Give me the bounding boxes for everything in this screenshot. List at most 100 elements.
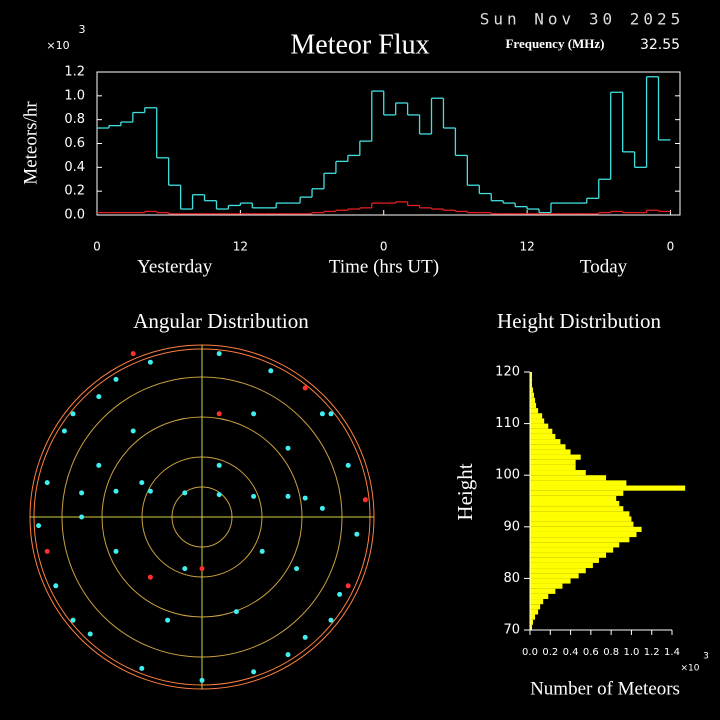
multiplier-exponent: 3 bbox=[79, 23, 86, 36]
histogram-bar bbox=[530, 557, 599, 563]
histogram-bar bbox=[530, 387, 534, 393]
meteor-point bbox=[70, 617, 76, 623]
meteor-point bbox=[216, 492, 222, 498]
y-axis-label: Meteors/hr bbox=[20, 101, 41, 185]
histogram-bar bbox=[530, 428, 553, 434]
meteor-point bbox=[285, 493, 291, 499]
histogram-bar bbox=[530, 593, 549, 600]
y-tick-label: 90 bbox=[503, 519, 520, 534]
meteor-point bbox=[268, 368, 274, 374]
histogram-bar bbox=[530, 418, 545, 424]
meteor-point bbox=[216, 411, 222, 417]
y-tick-label: 1.2 bbox=[64, 65, 85, 80]
histogram-bar bbox=[530, 583, 563, 589]
histogram-bar bbox=[530, 526, 642, 532]
histogram-bar bbox=[530, 408, 539, 414]
day-label: Today bbox=[580, 256, 628, 277]
histogram-bar bbox=[530, 521, 634, 527]
histogram-bar bbox=[530, 433, 556, 440]
meteor-point bbox=[259, 548, 265, 554]
histogram-bar bbox=[530, 449, 571, 455]
meteor-point bbox=[165, 617, 171, 623]
y-tick-label: 70 bbox=[503, 623, 520, 638]
meteor-point bbox=[362, 497, 368, 503]
histogram-bar bbox=[530, 397, 536, 403]
multiplier: ×10 bbox=[681, 664, 700, 674]
meteor-point bbox=[182, 490, 188, 496]
histogram-bar bbox=[530, 423, 549, 429]
meteor-point bbox=[319, 505, 325, 511]
x-tick-label: 0 bbox=[667, 240, 675, 254]
histogram-bar bbox=[530, 392, 535, 398]
polar-frame bbox=[29, 344, 375, 690]
histogram-bar bbox=[530, 413, 543, 419]
x-tick-label: 1.4 bbox=[664, 647, 680, 658]
x-tick-label: 0.4 bbox=[563, 647, 579, 658]
histogram-bar bbox=[530, 480, 627, 486]
meteor-point bbox=[302, 495, 308, 501]
histogram-bar bbox=[530, 501, 620, 507]
histogram-bar bbox=[530, 475, 607, 481]
date: Sun Nov 30 2025 bbox=[480, 10, 685, 29]
histogram-bar bbox=[530, 382, 533, 388]
meteor-point bbox=[354, 531, 360, 537]
meteor-point bbox=[130, 428, 136, 434]
histogram-bar bbox=[530, 552, 607, 558]
histogram-bar bbox=[530, 490, 624, 496]
histogram-bar bbox=[530, 459, 576, 465]
meteor-point bbox=[285, 652, 291, 658]
y-tick-label: 110 bbox=[495, 416, 520, 431]
meteor-point bbox=[79, 490, 85, 496]
meteor-point bbox=[182, 566, 188, 572]
histogram-bar bbox=[530, 609, 539, 615]
meteor-point bbox=[294, 566, 300, 572]
histogram-bar bbox=[530, 599, 544, 605]
histogram-bar bbox=[530, 444, 566, 450]
histogram-bar bbox=[530, 542, 620, 548]
histogram-bar bbox=[530, 537, 630, 543]
multiplier: ×10 bbox=[46, 39, 69, 52]
meteor-point bbox=[199, 677, 205, 683]
x-tick-label: 0.2 bbox=[542, 647, 558, 658]
chart-title: Meteor Flux bbox=[290, 29, 429, 60]
x-tick-label: 0 bbox=[380, 240, 388, 254]
x-axis-label: Number of Meteors bbox=[530, 678, 680, 699]
meteor-point bbox=[113, 488, 119, 494]
meteor-point bbox=[130, 351, 136, 357]
day-label: Yesterday bbox=[137, 256, 213, 277]
meteor-point bbox=[251, 493, 257, 499]
meteor-point bbox=[216, 462, 222, 468]
meteor-point bbox=[199, 566, 205, 572]
meteor-point bbox=[345, 583, 351, 589]
meteor-point bbox=[53, 583, 59, 589]
meteor-point bbox=[216, 351, 222, 357]
frequency: 32.55 bbox=[640, 37, 680, 53]
meteor-point bbox=[113, 376, 119, 382]
x-tick-label: 0.6 bbox=[583, 647, 599, 658]
plot-frame bbox=[96, 71, 681, 216]
step-riser bbox=[108, 76, 660, 213]
histogram-bar bbox=[530, 372, 533, 378]
y-tick-label: 1.0 bbox=[64, 88, 85, 103]
y-tick-label: 0.6 bbox=[64, 136, 85, 151]
histogram-bar bbox=[530, 619, 534, 625]
x-tick-label: 12 bbox=[519, 240, 534, 254]
histogram-bar bbox=[530, 588, 556, 594]
y-tick-label: 100 bbox=[495, 468, 520, 483]
x-tick-label: 1.0 bbox=[623, 647, 639, 658]
meteor-point bbox=[285, 445, 291, 451]
meteor-point bbox=[36, 523, 42, 529]
meteor-point bbox=[233, 609, 239, 615]
y-tick-label: 0.4 bbox=[64, 160, 85, 175]
meteor-point bbox=[61, 428, 67, 434]
histogram-bar bbox=[530, 578, 571, 584]
x-tick-label: 0.0 bbox=[522, 647, 538, 658]
histogram-bar bbox=[530, 624, 533, 630]
histogram-bar bbox=[530, 439, 561, 445]
meteor-point bbox=[345, 462, 351, 468]
histogram-bar bbox=[530, 562, 593, 569]
x-tick-label: 0 bbox=[93, 240, 101, 254]
x-tick-label: 1.2 bbox=[644, 647, 660, 658]
meteor-point bbox=[251, 411, 257, 417]
